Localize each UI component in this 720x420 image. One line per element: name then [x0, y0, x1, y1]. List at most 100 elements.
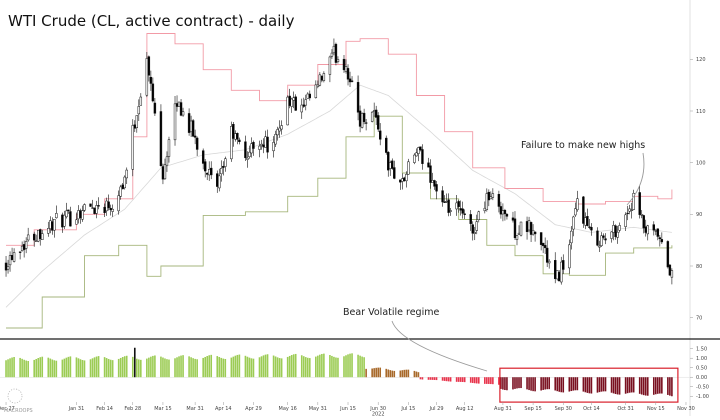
regime-bar: [234, 355, 237, 378]
candle-down: [656, 228, 660, 237]
regime-bar: [582, 377, 585, 392]
candle-down: [334, 43, 338, 63]
candle-down: [459, 208, 462, 211]
regime-bar: [41, 356, 44, 378]
candle-up: [300, 104, 303, 113]
candle-down: [457, 201, 460, 207]
candle-down: [443, 201, 446, 203]
candle-up: [230, 126, 233, 160]
regime-bar: [504, 377, 506, 391]
regime-bar: [13, 357, 15, 378]
candle-up: [314, 84, 318, 98]
candle-up: [208, 169, 211, 176]
regime-bar: [500, 377, 502, 389]
candle-up: [224, 158, 227, 167]
regime-bar: [11, 357, 13, 378]
candle-up: [234, 133, 237, 140]
candle-down: [79, 210, 82, 219]
regime-bar: [560, 377, 563, 393]
regime-bar: [449, 377, 452, 382]
candle-up: [624, 214, 627, 227]
x-tick-label: May 31: [309, 406, 327, 412]
candle-down: [642, 215, 645, 229]
regime-bar: [23, 359, 25, 378]
candle-up: [330, 52, 334, 57]
regime-bar: [37, 358, 40, 378]
regime-bar: [107, 358, 110, 378]
regime-bar: [7, 359, 9, 378]
candle-up: [489, 196, 493, 200]
candle-layer: [4, 38, 674, 285]
regime-bar: [317, 355, 319, 378]
candle-down: [179, 102, 183, 116]
regime-bar: [329, 355, 331, 378]
candle-down: [505, 214, 509, 217]
regime-bar: [345, 355, 347, 378]
regime-bar: [405, 369, 408, 378]
regime-bar: [421, 377, 424, 380]
regime-bar: [586, 377, 589, 393]
candle-up: [75, 219, 78, 225]
candle-down: [97, 205, 100, 207]
x-tick-label: Feb 14: [96, 406, 113, 412]
regime-bar: [544, 377, 546, 390]
regime-bar: [598, 377, 601, 393]
logo-text: MACROOPS: [4, 408, 33, 414]
candle-up: [413, 154, 416, 163]
candle-up: [117, 195, 120, 212]
y-ticks-layer: 70 80 90 100 110 120 1.50 1.00 0.50 0.00 -0.50 -1.0…: [690, 57, 709, 400]
regime-bar: [443, 377, 446, 381]
x-tick-label: Dec 27: [0, 406, 15, 412]
regime-bar: [546, 377, 548, 390]
candle-up: [572, 216, 575, 230]
regime-bar: [224, 358, 227, 378]
regime-bar: [194, 358, 196, 378]
candle-down: [161, 166, 165, 180]
regime-bar: [624, 377, 627, 394]
candle-down: [364, 122, 368, 124]
regime-bar: [308, 358, 311, 378]
candle-down: [427, 162, 430, 168]
candle-down: [666, 241, 670, 268]
regime-bar: [570, 377, 573, 392]
candle-down: [266, 136, 269, 153]
regime-bar: [260, 356, 263, 378]
regime-bar: [63, 358, 66, 378]
regime-bar: [176, 357, 178, 378]
regime-bar: [164, 358, 166, 378]
x-tick-label: Apr 14: [215, 406, 232, 412]
regime-bar: [574, 377, 577, 391]
candle-down: [350, 80, 354, 82]
candle-down: [67, 209, 70, 211]
candle-up: [584, 217, 587, 226]
candle-down: [626, 212, 629, 215]
candle-up: [600, 235, 603, 246]
regime-bar: [351, 353, 353, 378]
candle-down: [32, 233, 36, 241]
regime-bar: [492, 377, 494, 385]
regime-bar: [429, 377, 432, 380]
candle-up: [119, 186, 122, 197]
regime-bar: [178, 356, 180, 378]
candle-down: [499, 206, 503, 215]
regime-bar: [632, 377, 635, 393]
candle-down: [320, 75, 324, 81]
regime-bar: [433, 377, 436, 380]
candle-down: [421, 149, 424, 164]
regime-bar: [258, 357, 261, 378]
regime-bar: [69, 356, 72, 378]
candle-up: [407, 161, 410, 175]
candle-down: [374, 109, 378, 118]
regime-bar: [35, 358, 38, 378]
regime-bar: [21, 358, 23, 378]
candle-up: [370, 111, 374, 122]
x-tick-label: Jan 31: [68, 406, 85, 412]
y-tick-label: 100: [696, 160, 706, 166]
regime-bar: [387, 369, 390, 378]
candle-down: [195, 137, 199, 150]
candle-down: [236, 133, 239, 140]
regime-bar: [248, 357, 251, 378]
regime-bar: [612, 377, 615, 394]
candle-down: [107, 201, 110, 209]
